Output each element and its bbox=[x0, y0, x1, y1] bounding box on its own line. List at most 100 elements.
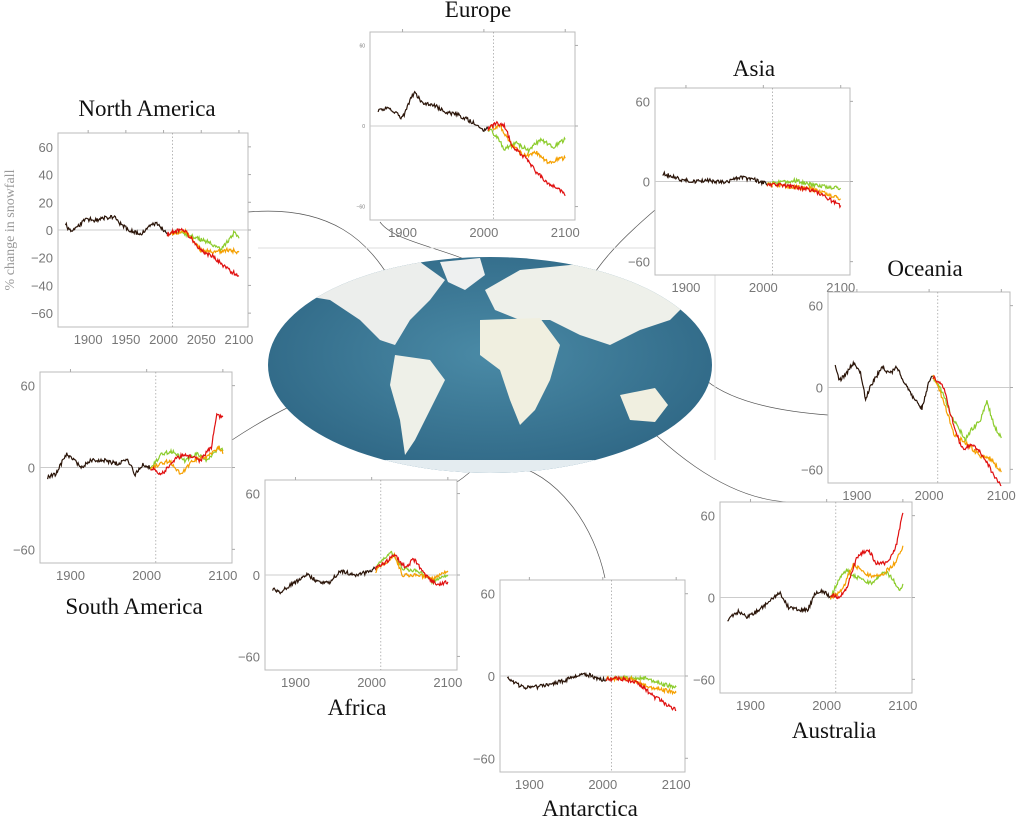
chart-title: Oceania bbox=[887, 256, 962, 281]
series-observed-line bbox=[272, 566, 376, 595]
x-tick-label: 2100 bbox=[551, 225, 580, 240]
y-tick-label: 0 bbox=[816, 381, 823, 396]
series-observed-line bbox=[834, 359, 933, 411]
series-high-line bbox=[374, 553, 449, 587]
x-tick-label: 2000 bbox=[357, 675, 386, 690]
x-tick-label: 1900 bbox=[671, 280, 700, 295]
series-observed-line bbox=[727, 588, 831, 622]
y-tick-label: 0 bbox=[362, 124, 365, 130]
chart-title: Australia bbox=[792, 718, 876, 743]
chart-title: North America bbox=[78, 96, 215, 121]
series-observed-line bbox=[64, 214, 168, 236]
land-africa bbox=[480, 318, 560, 425]
y-tick-label: −60 bbox=[473, 751, 495, 766]
x-tick-label: 1900 bbox=[281, 675, 310, 690]
x-tick-label: 1900 bbox=[842, 488, 871, 503]
series-high-line bbox=[487, 120, 566, 197]
x-tick-label: 1900 bbox=[388, 225, 417, 240]
y-tick-label: −60 bbox=[357, 205, 366, 211]
y-tick-label: 40 bbox=[39, 168, 53, 183]
series-mid-line bbox=[487, 124, 566, 165]
x-tick-label: 1950 bbox=[111, 332, 140, 347]
series-observed-line bbox=[506, 671, 607, 691]
y-tick-label: −60 bbox=[31, 306, 53, 321]
y-tick-label: −60 bbox=[693, 672, 715, 687]
series-high-line bbox=[150, 412, 224, 476]
y-tick-label: 60 bbox=[359, 43, 365, 49]
y-tick-label: 60 bbox=[701, 509, 715, 524]
y-tick-label: 60 bbox=[809, 299, 823, 314]
y-tick-label: 0 bbox=[643, 175, 650, 190]
chart-oceania: Oceania −60 0 60 1900 2000 2100 bbox=[801, 256, 1016, 503]
series-high-line bbox=[766, 182, 842, 209]
chart-title: Asia bbox=[733, 56, 775, 81]
series-mid-line bbox=[829, 545, 904, 600]
y-tick-label: −60 bbox=[13, 542, 35, 557]
series-low-line bbox=[374, 550, 449, 586]
chart-title: South America bbox=[65, 594, 202, 619]
land-antarctica bbox=[280, 460, 700, 473]
series-mid-line bbox=[149, 445, 224, 475]
chart-title: Africa bbox=[328, 695, 387, 720]
x-tick-label: 2000 bbox=[812, 698, 841, 713]
series-observed-line bbox=[47, 452, 151, 480]
series-high-line bbox=[605, 675, 677, 712]
x-tick-label: 1900 bbox=[515, 777, 544, 792]
leader-line bbox=[699, 374, 829, 416]
x-tick-label: 1900 bbox=[74, 332, 103, 347]
chart-title: Europe bbox=[445, 0, 511, 22]
land-south-america bbox=[390, 355, 445, 455]
series-low-line bbox=[932, 376, 1002, 443]
chart-title: Antarctica bbox=[542, 796, 638, 817]
chart-antarctica: Antarctica −60 0 60 1900 2000 2100 bbox=[473, 577, 691, 817]
x-tick-label: 2000 bbox=[749, 280, 778, 295]
chart-australia: Australia −60 0 60 1900 2000 2100 bbox=[693, 499, 917, 743]
series-low-line bbox=[149, 445, 224, 470]
x-tick-label: 2100 bbox=[224, 332, 253, 347]
x-tick-label: 2100 bbox=[208, 568, 237, 583]
y-tick-label: 0 bbox=[46, 223, 53, 238]
x-tick-label: 2100 bbox=[987, 488, 1016, 503]
y-tick-label: 60 bbox=[39, 140, 53, 155]
chart-south-america: South America −60 0 60 1900 2000 2100 bbox=[13, 369, 237, 619]
x-tick-label: 1900 bbox=[736, 698, 765, 713]
x-tick-label: 2050 bbox=[187, 332, 216, 347]
x-tick-label: 2000 bbox=[915, 488, 944, 503]
series-mid-line bbox=[932, 374, 1002, 473]
chart-asia: Asia −60 0 60 1900 2000 2100 bbox=[628, 56, 855, 295]
x-tick-label: 2000 bbox=[588, 777, 617, 792]
chart-north-america: North America % change in snowfall −60 −40 −… bbox=[3, 96, 253, 347]
series-low-line bbox=[487, 128, 566, 155]
series-high-line bbox=[932, 374, 1002, 487]
series-high-line bbox=[166, 227, 240, 277]
x-tick-label: 1900 bbox=[56, 568, 85, 583]
leader-line bbox=[499, 461, 606, 579]
chart-europe: Europe −60 0 60 1900 2000 2100 bbox=[357, 0, 580, 240]
series-observed-line bbox=[662, 170, 768, 187]
y-tick-label: −60 bbox=[238, 649, 260, 664]
y-tick-label: −20 bbox=[31, 251, 53, 266]
y-axis-label: % change in snowfall bbox=[3, 169, 18, 290]
y-tick-label: 20 bbox=[39, 195, 53, 210]
y-tick-label: −60 bbox=[628, 255, 650, 270]
x-tick-label: 2000 bbox=[149, 332, 178, 347]
chart-africa: Africa −60 0 60 1900 2000 2100 bbox=[238, 477, 462, 720]
y-tick-label: 0 bbox=[488, 669, 495, 684]
y-tick-label: 60 bbox=[246, 487, 260, 502]
series-high-line bbox=[830, 512, 904, 600]
land-australia bbox=[620, 388, 668, 422]
y-tick-label: 0 bbox=[28, 461, 35, 476]
y-tick-label: 60 bbox=[21, 379, 35, 394]
land-greenland bbox=[440, 258, 485, 290]
series-low-line bbox=[829, 567, 904, 600]
y-tick-label: 0 bbox=[708, 591, 715, 606]
x-tick-label: 2000 bbox=[469, 225, 498, 240]
x-tick-label: 2100 bbox=[888, 698, 917, 713]
y-tick-label: 60 bbox=[481, 587, 495, 602]
x-tick-label: 2000 bbox=[132, 568, 161, 583]
y-tick-label: 60 bbox=[636, 94, 650, 109]
x-tick-label: 2100 bbox=[433, 675, 462, 690]
y-tick-label: 0 bbox=[253, 568, 260, 583]
x-tick-label: 2100 bbox=[662, 777, 691, 792]
